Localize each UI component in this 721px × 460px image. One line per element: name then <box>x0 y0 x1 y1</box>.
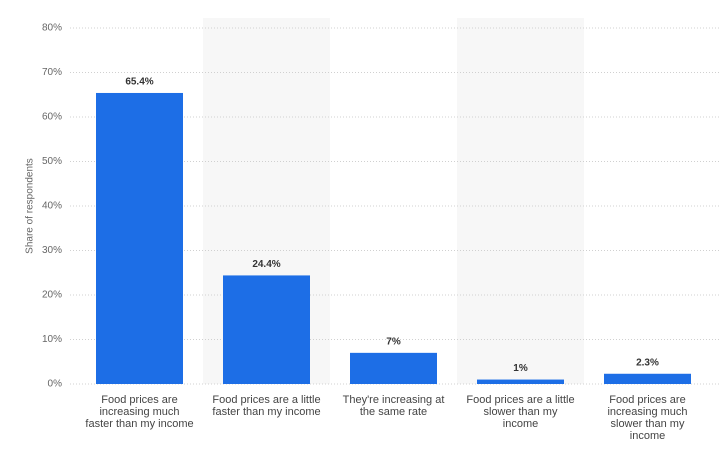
bar <box>604 373 691 384</box>
y-tick-label: 10% <box>42 334 62 345</box>
value-label: 24.4% <box>252 259 280 270</box>
y-tick-label: 70% <box>42 67 62 78</box>
bar <box>477 379 564 384</box>
y-tick-label: 30% <box>42 245 62 256</box>
x-tick-label: Food prices are a little slower than my … <box>466 394 575 430</box>
bar <box>96 92 183 384</box>
y-tick-label: 20% <box>42 290 62 301</box>
bar <box>223 275 310 384</box>
y-tick-label: 40% <box>42 201 62 212</box>
x-tick-label: They're increasing at the same rate <box>342 394 445 418</box>
value-label: 2.3% <box>636 357 659 368</box>
x-tick-label: Food prices are a little faster than my … <box>212 394 321 418</box>
bar <box>350 352 437 384</box>
band-shade <box>457 18 584 384</box>
y-axis-label: Share of respondents <box>25 158 36 254</box>
value-label: 7% <box>386 336 401 347</box>
y-tick-label: 0% <box>48 379 63 390</box>
x-tick-label: Food prices are increasing much slower t… <box>607 394 688 442</box>
y-tick-label: 80% <box>42 23 62 34</box>
y-tick-label: 50% <box>42 156 62 167</box>
y-tick-label: 60% <box>42 112 62 123</box>
value-label: 1% <box>513 363 528 374</box>
value-label: 65.4% <box>125 77 153 88</box>
x-tick-label: Food prices are increasing much faster t… <box>85 394 194 430</box>
